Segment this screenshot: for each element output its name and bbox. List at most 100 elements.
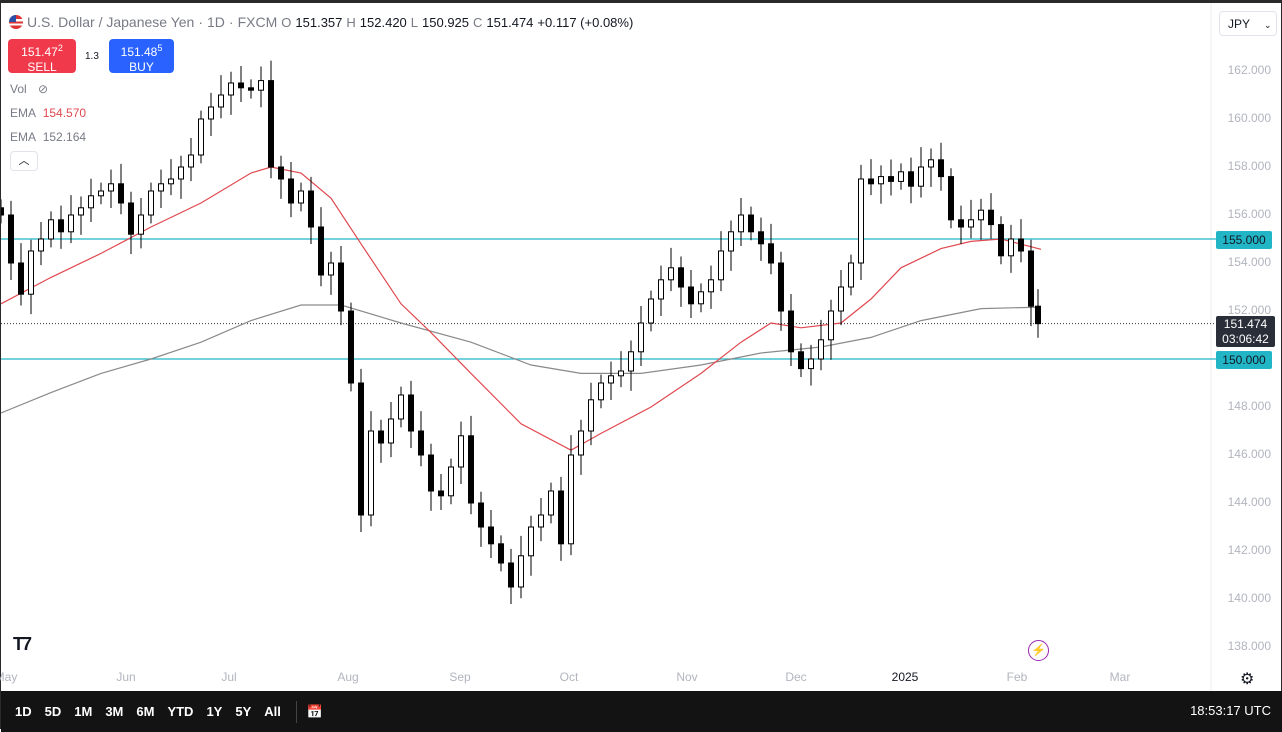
candle-down xyxy=(998,224,1004,257)
candle-up xyxy=(638,322,644,353)
price-tick: 140.000 xyxy=(1227,591,1271,605)
candle-down xyxy=(678,267,684,288)
time-tick: Mar xyxy=(1109,670,1131,684)
sell-price: 151.47 xyxy=(21,45,58,59)
legend-ema1[interactable]: EMA 154.570 xyxy=(10,106,86,120)
lightning-icon[interactable]: ⚡ xyxy=(1028,640,1049,661)
go-to-date-icon[interactable]: 📅 xyxy=(306,703,324,719)
range-5d[interactable]: 5D xyxy=(44,704,62,719)
spread: 1.3 xyxy=(85,51,99,62)
legend-ema2[interactable]: EMA 152.164 xyxy=(10,130,86,144)
candle-up xyxy=(258,80,264,91)
candle-up xyxy=(838,286,844,312)
open-label: O xyxy=(281,14,292,30)
currency-label: JPY xyxy=(1228,17,1251,31)
candle-down xyxy=(688,286,694,305)
range-5y[interactable]: 5Y xyxy=(235,704,252,719)
candle-down xyxy=(558,490,564,545)
ema1-label: EMA xyxy=(10,106,36,120)
sell-button[interactable]: 151.472 SELL xyxy=(8,39,76,74)
low-label: L xyxy=(410,14,419,30)
buy-button[interactable]: 151.485 BUY xyxy=(109,39,174,74)
candle-up xyxy=(818,339,824,360)
candle-up xyxy=(298,190,304,204)
range-6m[interactable]: 6M xyxy=(136,704,155,719)
candle-down xyxy=(358,382,364,516)
candle-down xyxy=(18,262,24,295)
candle-down xyxy=(308,190,314,228)
price-tick: 148.000 xyxy=(1227,399,1271,413)
buy-price-sup: 5 xyxy=(157,43,163,53)
candle-up xyxy=(668,267,674,281)
candle-down xyxy=(118,183,124,204)
candle-down xyxy=(128,202,134,235)
candle-down xyxy=(948,176,954,221)
legend-vol[interactable]: Vol ⊘ xyxy=(10,82,48,96)
current-price: 151.474 xyxy=(1223,317,1268,331)
candle-up xyxy=(878,176,884,185)
time-tick: 2025 xyxy=(891,670,919,684)
settings-gear-icon[interactable]: ⚙ xyxy=(1240,671,1255,688)
candle-up xyxy=(738,214,744,233)
time-tick: Dec xyxy=(785,670,807,684)
candle-up xyxy=(528,526,534,557)
sell-price-sup: 2 xyxy=(57,43,63,53)
candle-down xyxy=(868,178,874,185)
price-tick: 142.000 xyxy=(1227,543,1271,557)
range-3m[interactable]: 3M xyxy=(105,704,124,719)
high-label: H xyxy=(346,14,356,30)
ema2-label: EMA xyxy=(10,130,36,144)
candle-down xyxy=(958,219,964,228)
candle-up xyxy=(848,262,854,288)
candle-down xyxy=(748,214,754,233)
candle-up xyxy=(1008,238,1014,257)
currency-select[interactable]: JPY ⌄ xyxy=(1219,11,1277,36)
candle-up xyxy=(608,375,614,384)
candle-up xyxy=(228,82,234,96)
candle-up xyxy=(698,291,704,305)
price-chart[interactable] xyxy=(1,3,1282,691)
range-1m[interactable]: 1M xyxy=(74,704,93,719)
time-tick: Sep xyxy=(449,670,471,684)
candle-down xyxy=(498,543,504,564)
candle-up xyxy=(458,435,464,468)
range-1d[interactable]: 1D xyxy=(15,704,32,719)
time-tick: Aug xyxy=(337,670,359,684)
low-value: 150.925 xyxy=(422,14,470,30)
candle-down xyxy=(938,159,944,178)
time-tick: Feb xyxy=(1006,670,1028,684)
candle-up xyxy=(68,214,74,233)
candle-up xyxy=(618,370,624,377)
candle-up xyxy=(98,190,104,197)
source: FXCM xyxy=(237,14,278,30)
candle-up xyxy=(898,171,904,182)
candle-down xyxy=(318,226,324,276)
time-tick: Jul xyxy=(221,670,237,684)
candle-up xyxy=(108,183,114,192)
candle-down xyxy=(428,454,434,492)
price-tick: 162.000 xyxy=(1227,63,1271,77)
candle-up xyxy=(368,430,374,516)
candle-down xyxy=(268,80,274,168)
range-ytd[interactable]: YTD xyxy=(167,704,194,719)
range-all[interactable]: All xyxy=(264,704,281,719)
interval[interactable]: 1D xyxy=(207,14,225,30)
candle-down xyxy=(1018,238,1024,252)
clock[interactable]: 18:53:17 UTC xyxy=(1190,703,1271,718)
candle-down xyxy=(238,82,244,89)
candle-up xyxy=(708,279,714,293)
candle-up xyxy=(718,250,724,281)
candle-down xyxy=(1,207,4,216)
candle-up xyxy=(568,454,574,545)
candle-up xyxy=(518,555,524,588)
collapse-legend-button[interactable]: ︿ xyxy=(10,151,38,171)
candle-down xyxy=(338,262,344,312)
time-tick: Jun xyxy=(116,670,136,684)
candle-up xyxy=(658,279,664,300)
candle-up xyxy=(148,190,154,216)
tradingview-logo[interactable]: T7 xyxy=(13,634,32,654)
symbol-name[interactable]: U.S. Dollar / Japanese Yen xyxy=(27,14,195,30)
candle-up xyxy=(918,166,924,187)
eye-hidden-icon[interactable]: ⊘ xyxy=(38,82,49,96)
range-1y[interactable]: 1Y xyxy=(206,704,223,719)
